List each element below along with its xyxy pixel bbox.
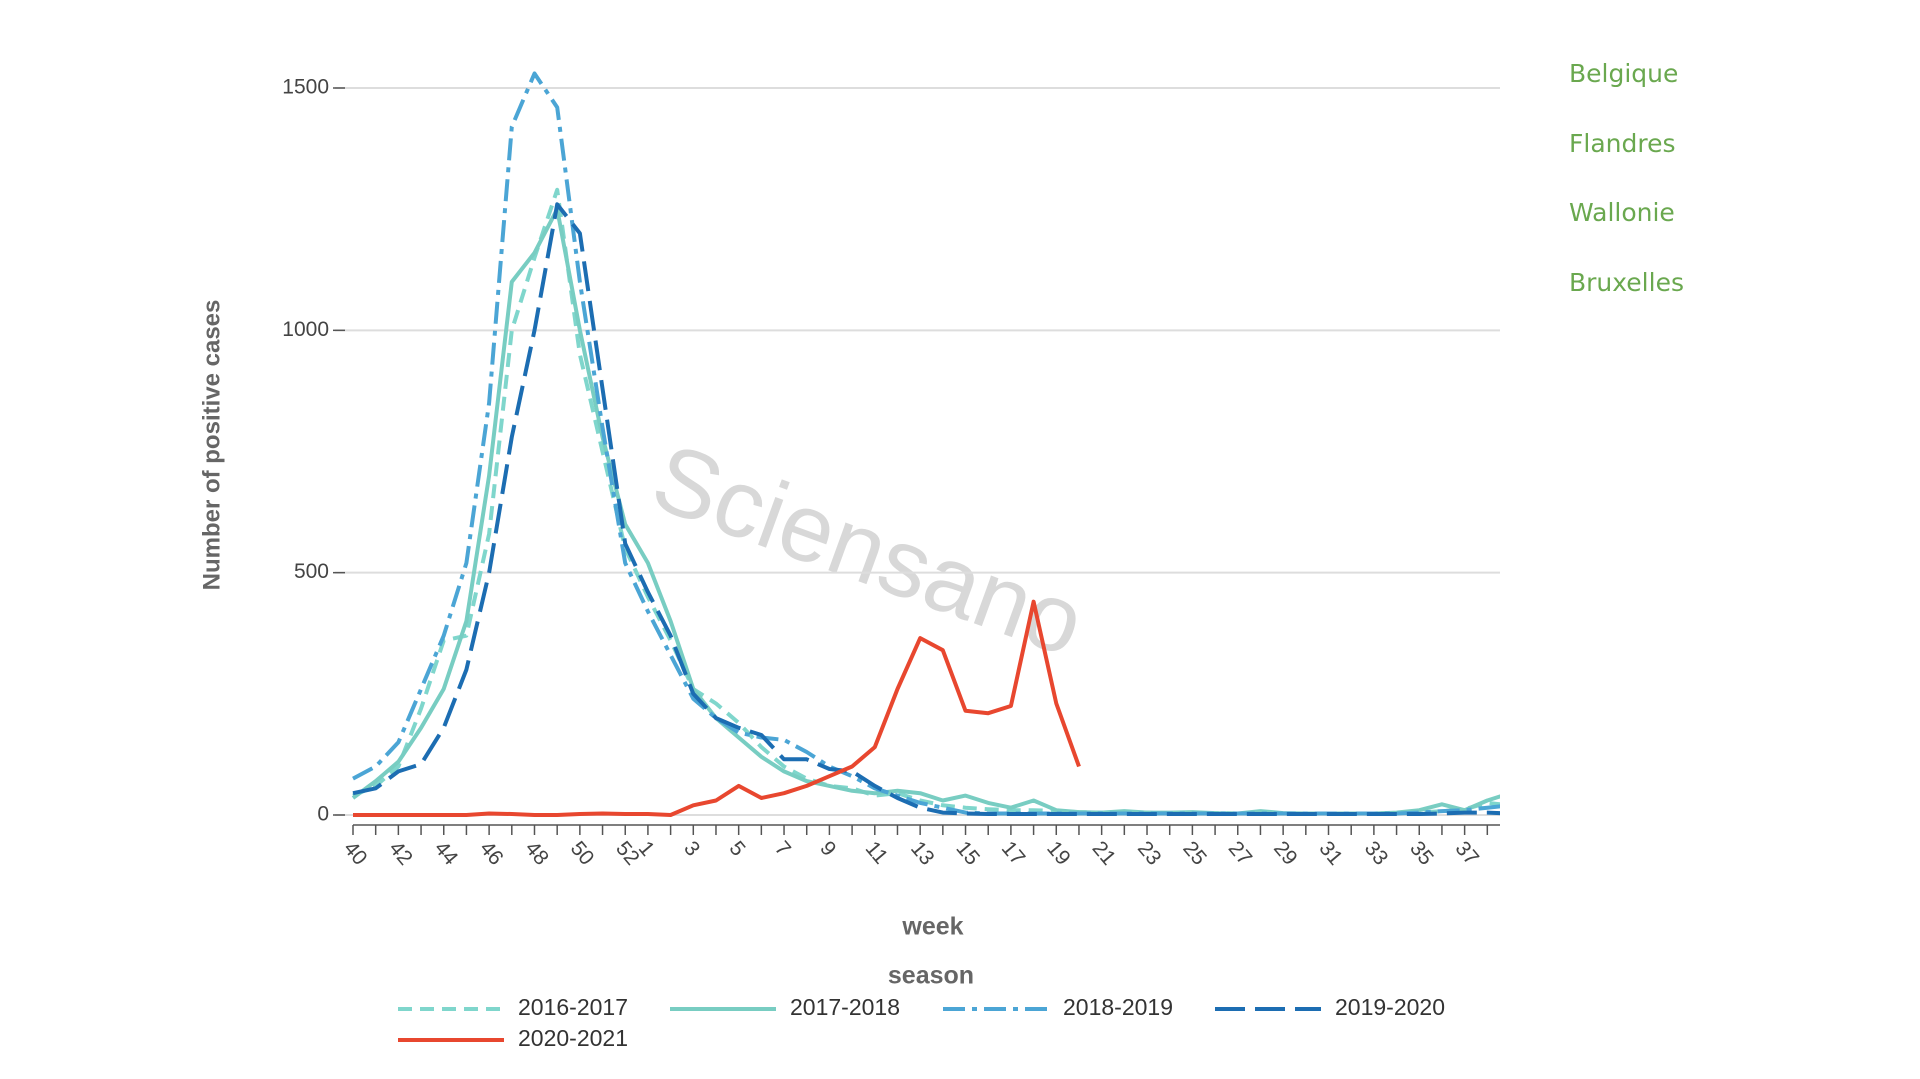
watermark: Sciensano [640, 423, 1098, 677]
x-tick-label: 50 [566, 837, 599, 870]
series-line [352, 202, 1500, 816]
legend-title: season [888, 962, 974, 990]
x-tick-label: 37 [1451, 837, 1484, 870]
x-tick-label: 31 [1314, 837, 1347, 870]
x-tick-label: 48 [520, 837, 553, 870]
legend-label: 2018-2019 [1063, 994, 1173, 1020]
x-tick-label: 23 [1133, 837, 1166, 870]
x-tick-label: 35 [1405, 837, 1438, 870]
region-link[interactable]: Flandres [1569, 128, 1676, 158]
x-tick-label: 13 [906, 837, 939, 870]
x-tick-label: 27 [1224, 837, 1257, 870]
x-tick-label: 19 [1042, 837, 1075, 870]
region-link[interactable]: Belgique [1569, 59, 1679, 88]
y-tick-label: 500 [294, 560, 329, 583]
legend-label: 2019-2020 [1335, 994, 1445, 1020]
x-tick-label: 3 [679, 837, 704, 861]
y-tick-label: 1500 [282, 76, 329, 99]
legend-label: 2016-2017 [518, 994, 628, 1020]
legend-label: 2017-2018 [790, 994, 900, 1020]
y-tick-label: 1000 [282, 318, 329, 341]
x-axis-label: week [901, 913, 963, 941]
y-axis-label: Number of positive cases [198, 300, 225, 591]
x-tick-label: 44 [430, 837, 463, 870]
region-link[interactable]: Wallonie [1569, 198, 1675, 227]
x-tick-label: 33 [1360, 837, 1393, 870]
x-tick-label: 15 [951, 837, 984, 870]
x-tick-label: 40 [339, 837, 372, 870]
chart: Sciensano Number of positive cases week … [198, 71, 1500, 1051]
legend-label: 2020-2021 [518, 1025, 628, 1051]
x-tick-label: 11 [861, 837, 893, 868]
x-tick-label: 5 [725, 837, 750, 861]
x-tick-label: 46 [475, 837, 508, 870]
x-tick-label: 39 [1496, 837, 1500, 870]
y-tick-label: 0 [317, 803, 329, 826]
x-tick-label: 42 [384, 837, 417, 870]
series-line [353, 599, 1081, 817]
series-line [352, 187, 1500, 816]
series-line [352, 71, 1500, 816]
x-tick-label: 21 [1088, 837, 1121, 870]
x-tick-label: 29 [1269, 837, 1302, 870]
region-link[interactable]: Bruxelles [1569, 267, 1684, 297]
series-line [351, 207, 1500, 816]
x-tick-label: 25 [1178, 837, 1211, 870]
x-tick-label: 17 [997, 837, 1030, 870]
x-tick-label: 9 [815, 837, 840, 861]
x-tick-label: 7 [770, 837, 795, 861]
